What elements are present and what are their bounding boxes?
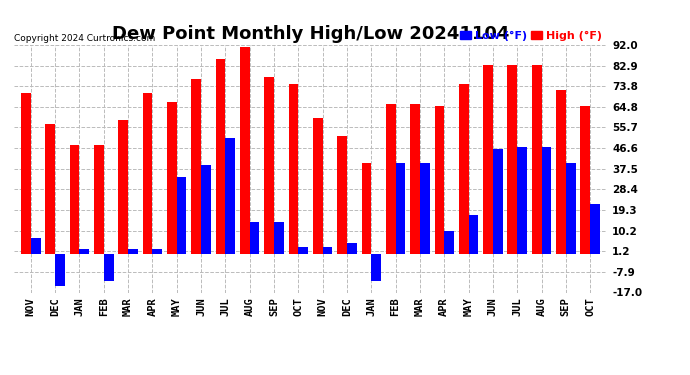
Bar [298,247,308,254]
Bar [435,106,444,254]
Bar [201,165,210,254]
Bar [469,215,478,254]
Text: Copyright 2024 Curtronics.com: Copyright 2024 Curtronics.com [14,33,155,42]
Bar [337,136,347,254]
Bar [313,118,323,254]
Bar [566,163,575,254]
Bar [493,150,502,254]
Bar [143,93,152,254]
Bar [177,177,186,254]
Bar [459,84,469,254]
Bar [250,222,259,254]
Bar [274,222,284,254]
Bar [411,104,420,254]
Bar [395,163,405,254]
Legend: Low (°F), High (°F): Low (°F), High (°F) [460,31,602,41]
Bar [55,254,65,286]
Bar [128,249,138,254]
Bar [119,120,128,254]
Bar [46,124,55,254]
Bar [347,243,357,254]
Bar [532,65,542,254]
Bar [444,231,454,254]
Bar [216,58,226,254]
Bar [31,238,41,254]
Bar [362,163,371,254]
Bar [264,77,274,254]
Bar [79,249,89,254]
Bar [590,204,600,254]
Bar [288,84,298,254]
Bar [167,102,177,254]
Bar [518,147,527,254]
Bar [226,138,235,254]
Bar [556,90,566,254]
Bar [191,79,201,254]
Bar [94,145,104,254]
Bar [507,65,518,254]
Bar [240,47,250,254]
Bar [70,145,79,254]
Bar [542,147,551,254]
Bar [371,254,381,281]
Bar [420,163,430,254]
Title: Dew Point Monthly High/Low 20241104: Dew Point Monthly High/Low 20241104 [112,26,509,44]
Bar [323,247,333,254]
Bar [483,65,493,254]
Bar [386,104,395,254]
Bar [104,254,114,281]
Bar [580,106,590,254]
Bar [21,93,31,254]
Bar [152,249,162,254]
